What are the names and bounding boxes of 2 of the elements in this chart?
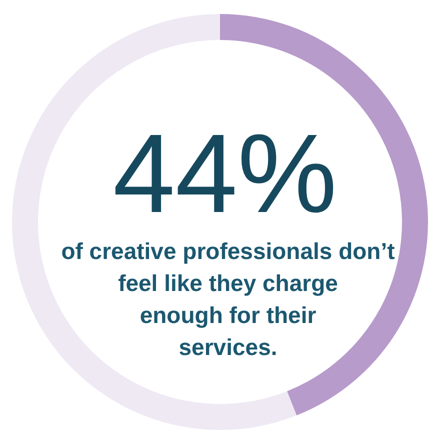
text: of creative professionals don’t feel like they charge enough for their services. — [61, 238, 396, 360]
data-label: 44% — [112, 111, 338, 236]
